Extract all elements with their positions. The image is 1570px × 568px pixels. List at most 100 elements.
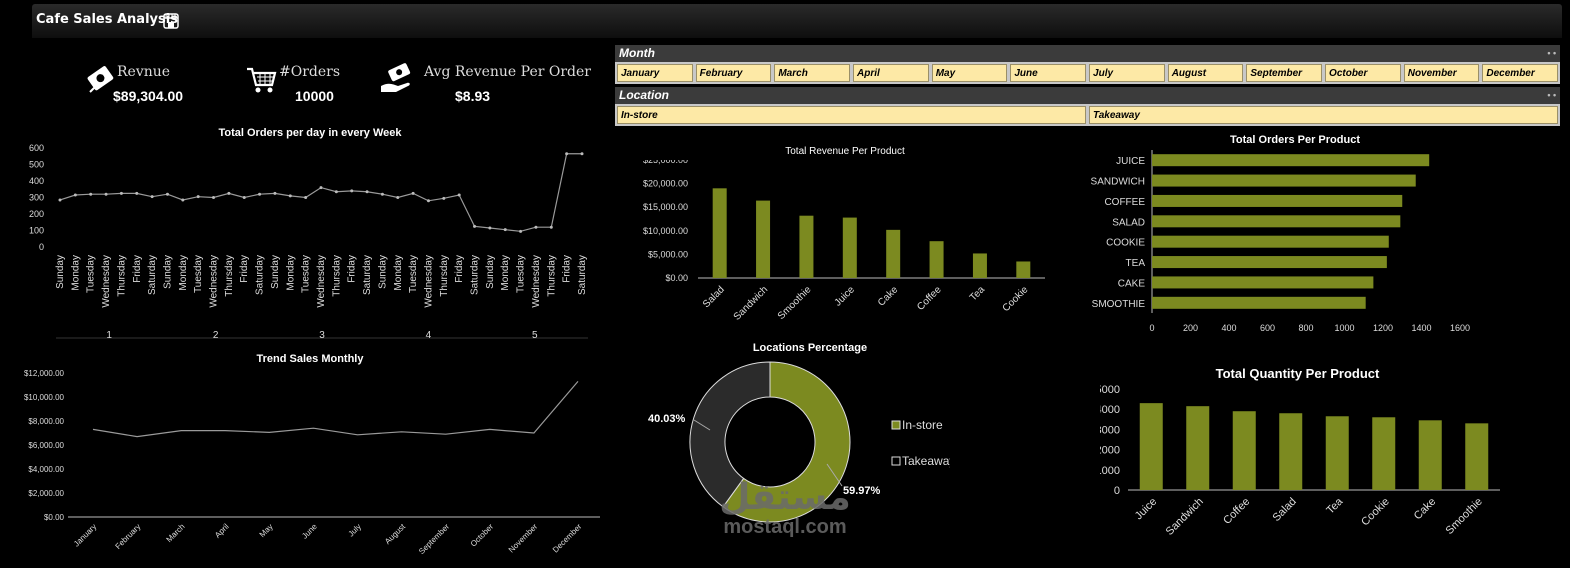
chart-title-orders-product: Total Orders Per Product [1230, 134, 1360, 146]
slicer-item-in-store[interactable]: In-store [617, 106, 1086, 124]
x-tick-label: Saturday [577, 255, 588, 295]
x-tick-label: Tuesday [193, 255, 204, 293]
slicer-item-december[interactable]: December [1482, 64, 1559, 82]
x-tick-label: Saturday [362, 255, 373, 295]
chart-title-orders-week: Total Orders per day in every Week [218, 127, 402, 139]
bar [1152, 154, 1430, 167]
x-tick-label: 1200 [1373, 323, 1393, 333]
x-tick-label: Thursday [546, 255, 557, 297]
x-tick-label: July [347, 522, 363, 538]
y-tick-label: $10,000.00 [643, 226, 688, 236]
bar [1325, 416, 1349, 490]
kpi-orders: #Orders 10000 [245, 60, 365, 110]
x-tick-label: 400 [1221, 323, 1236, 333]
revenue-product-chart: $0.00 $5,000.00 $10,000.00 $15,000.00 $20,00… [643, 160, 1045, 323]
week-group-label: 5 [532, 330, 538, 341]
chart-title-locations: Locations Percentage [752, 342, 868, 354]
x-tick-label: Sunday [485, 255, 496, 289]
slicer-item-takeaway[interactable]: Takeaway [1089, 106, 1558, 124]
x-tick-label: Smoothie [1444, 496, 1485, 537]
legend-label: In-store [902, 418, 943, 432]
x-tick-label: June [300, 522, 319, 541]
slicer-item-may[interactable]: May [931, 64, 1008, 82]
money-icon [87, 66, 114, 93]
y-tick-label: SANDWICH [1091, 177, 1145, 188]
y-tick-label: $5,000.00 [648, 249, 688, 259]
bar [1152, 276, 1374, 289]
week-group-label: 4 [426, 330, 432, 341]
watermark-arabic: مستقل [719, 477, 851, 518]
x-tick-label: Smoothie [776, 284, 814, 322]
x-tick-label: Coffee [915, 284, 944, 313]
y-tick-label: SMOOTHIE [1092, 299, 1146, 310]
slicer-item-july[interactable]: July [1089, 64, 1165, 82]
x-tick-label: Tea [968, 284, 987, 303]
y-tick-label: 0 [39, 242, 44, 252]
store-icon [163, 13, 179, 29]
slicer-options-icon[interactable]: • • [1547, 90, 1556, 100]
bar [842, 217, 857, 278]
data-point [503, 228, 507, 232]
x-tick-label: Monday [70, 255, 81, 291]
data-point [457, 193, 461, 197]
x-tick-label: Sunday [270, 255, 281, 289]
slicer-item-november[interactable]: November [1403, 64, 1480, 82]
slicer-header: Location • • [615, 87, 1560, 104]
data-point [242, 196, 246, 199]
x-tick-label: Tuesday [86, 255, 97, 293]
data-point [227, 191, 231, 195]
chart-title-quantity-product: Total Quantity Per Product [1215, 366, 1380, 381]
slicer-item-march[interactable]: March [774, 64, 851, 82]
kpi-revenue: Revnue $89,304.00 [84, 60, 224, 110]
legend-label: Takeaway [902, 454, 950, 468]
header-bar [32, 4, 1562, 38]
x-tick-label: Sunday [377, 255, 388, 289]
y-tick-label: 500 [29, 160, 44, 170]
x-tick-label: 1000 [1334, 323, 1354, 333]
week-group-label: 3 [319, 330, 325, 341]
slicer-item-january[interactable]: January [617, 64, 693, 82]
bar [1279, 413, 1303, 490]
data-point [150, 195, 154, 199]
x-tick-label: Cake [876, 284, 901, 309]
slicer-options-icon[interactable]: • • [1547, 48, 1556, 58]
y-tick-label: 2000 [1100, 445, 1120, 457]
slicer-item-april[interactable]: April [853, 64, 929, 82]
x-tick-label: August [383, 522, 408, 547]
locations-donut-chart: 59.97% 40.03% In-store Takeaway [648, 361, 950, 523]
x-tick-label: Sunday [162, 255, 173, 289]
series-line [59, 153, 582, 232]
bar [756, 200, 771, 278]
kpi-avg-revenue: Avg Revenue Per Order $8.93 [380, 60, 595, 110]
bar [712, 188, 727, 278]
slicer-item-august[interactable]: August [1167, 64, 1244, 82]
x-tick-label: 200 [1183, 323, 1198, 333]
y-tick-label: 100 [29, 226, 44, 236]
data-point [73, 193, 77, 197]
app-title: Cafe Sales Analysis [36, 12, 178, 27]
y-tick-label: $6,000.00 [28, 441, 64, 450]
x-tick-label: Friday [239, 255, 250, 283]
bar [799, 215, 814, 278]
data-point [334, 190, 338, 194]
cart-icon [247, 67, 277, 93]
data-point [135, 191, 139, 195]
y-tick-label: 600 [29, 143, 44, 153]
pie-slice [689, 361, 771, 508]
y-tick-label: $10,000.00 [24, 393, 65, 402]
location-slicer-items: In-store Takeaway [615, 104, 1560, 126]
x-tick-label: 0 [1149, 323, 1154, 333]
slicer-item-october[interactable]: October [1325, 64, 1401, 82]
leader-line [826, 463, 843, 487]
slicer-item-september[interactable]: September [1246, 64, 1323, 82]
data-point [58, 198, 62, 202]
trend-sales-chart: $0.00 $2,000.00 $4,000.00 $6,000.00 $8,000.0… [24, 369, 600, 556]
data-point [426, 199, 430, 203]
slicer-item-june[interactable]: June [1010, 64, 1087, 82]
bar [1152, 256, 1387, 269]
bar [1232, 411, 1256, 490]
y-tick-label: $20,000.00 [643, 179, 688, 189]
slicer-item-february[interactable]: February [695, 64, 772, 82]
bar [1139, 403, 1163, 490]
